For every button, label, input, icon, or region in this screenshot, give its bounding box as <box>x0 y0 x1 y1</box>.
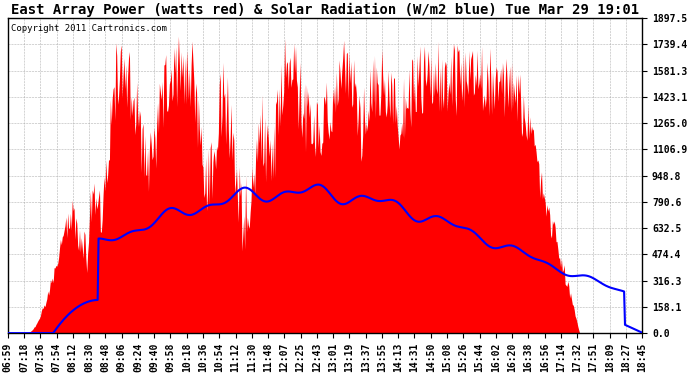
Title: East Array Power (watts red) & Solar Radiation (W/m2 blue) Tue Mar 29 19:01: East Array Power (watts red) & Solar Rad… <box>11 3 639 17</box>
Text: Copyright 2011 Cartronics.com: Copyright 2011 Cartronics.com <box>11 24 167 33</box>
